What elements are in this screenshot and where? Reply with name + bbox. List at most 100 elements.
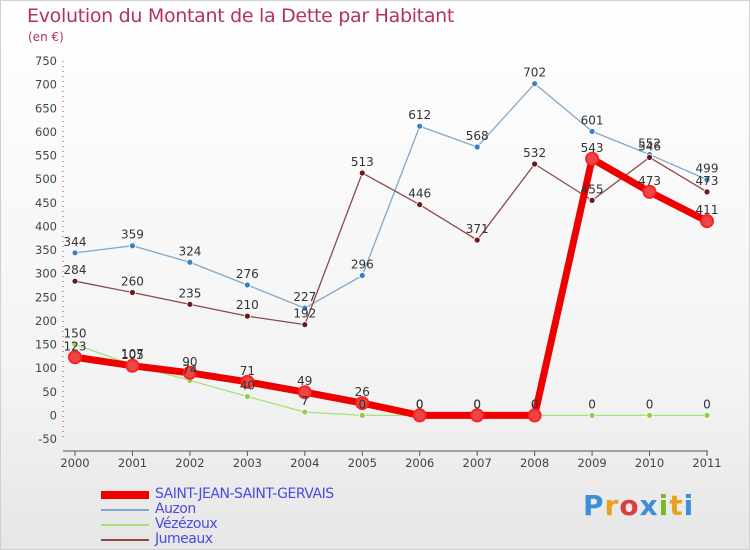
- data-point: [416, 122, 424, 130]
- data-label: 601: [581, 113, 604, 127]
- data-point: [129, 242, 136, 250]
- legend-label: Auzon: [155, 501, 196, 517]
- legend-label: Jumeaux: [155, 531, 213, 547]
- legend-swatch: [101, 508, 149, 511]
- data-label: 543: [581, 141, 604, 155]
- data-point: [473, 236, 481, 244]
- data-label: 344: [64, 235, 87, 249]
- data-point: [182, 365, 197, 380]
- data-point: [186, 258, 194, 266]
- data-label: 0: [646, 397, 654, 411]
- logo-letter: o: [619, 489, 640, 522]
- data-point: [588, 411, 596, 419]
- logo-letter: x: [639, 489, 659, 522]
- x-tick-label: 2006: [405, 456, 434, 470]
- data-point: [71, 249, 79, 257]
- y-tick-label: 200: [35, 314, 57, 328]
- data-point: [358, 411, 366, 419]
- data-point: [527, 408, 542, 423]
- logo-letter: P: [583, 489, 605, 522]
- data-point: [646, 411, 653, 419]
- data-label: 612: [408, 108, 431, 122]
- x-tick-label: 2000: [60, 456, 89, 470]
- data-label: 0: [531, 397, 539, 411]
- data-label: 260: [121, 275, 144, 289]
- chart-title: Evolution du Montant de la Dette par Hab…: [27, 5, 455, 27]
- data-label: 0: [531, 397, 539, 411]
- data-label: 324: [178, 244, 201, 258]
- y-tick-label: 0: [50, 408, 57, 422]
- series-line-2: [74, 343, 708, 417]
- data-label: 235: [178, 286, 201, 300]
- data-label: 40: [240, 378, 255, 392]
- data-label: 0: [473, 397, 481, 411]
- data-label: 0: [703, 397, 711, 411]
- data-label: 455: [581, 182, 604, 196]
- y-tick-label: 100: [35, 361, 57, 375]
- legend-label: Vézézoux: [155, 516, 218, 532]
- legend: SAINT-JEAN-SAINT-GERVAIS Auzon Vézézoux Jum…: [101, 486, 401, 547]
- data-point: [412, 408, 427, 423]
- data-point: [531, 80, 539, 88]
- data-label: 49: [297, 374, 312, 388]
- data-label: 276: [236, 267, 259, 281]
- data-label: 532: [523, 146, 546, 160]
- data-label: 499: [696, 162, 719, 176]
- data-point: [703, 176, 711, 183]
- data-label: 210: [236, 298, 259, 312]
- series-line-0: [71, 155, 711, 419]
- data-point: [355, 396, 370, 411]
- data-point: [531, 160, 539, 168]
- x-tick-label: 2007: [463, 456, 492, 470]
- data-label: 284: [64, 263, 87, 277]
- data-point: [301, 408, 309, 416]
- data-label: 411: [696, 203, 719, 217]
- data-label: 546: [638, 139, 661, 153]
- data-point: [71, 341, 79, 348]
- axes: -500501001502002503003504004505005506006…: [35, 54, 722, 470]
- data-label: 0: [588, 397, 596, 411]
- data-point: [68, 350, 82, 365]
- legend-swatch: [101, 538, 149, 541]
- data-point: [240, 374, 255, 389]
- proxiti-logo: Proxiti: [583, 489, 694, 522]
- data-point: [358, 169, 366, 177]
- legend-label: SAINT-JEAN-SAINT-GERVAIS: [155, 486, 334, 502]
- data-label: 7: [301, 394, 309, 408]
- data-label: 473: [696, 174, 719, 188]
- series-group: [68, 80, 714, 423]
- data-point: [588, 196, 596, 204]
- logo-letter: i: [683, 489, 695, 522]
- data-label: 0: [358, 397, 366, 411]
- legend-swatch: [101, 490, 149, 499]
- data-label: 359: [121, 228, 144, 242]
- logo-letter: t: [669, 489, 684, 522]
- data-point: [703, 411, 711, 419]
- data-label: 74: [182, 362, 197, 376]
- data-label: 568: [466, 129, 489, 143]
- data-point: [243, 393, 251, 400]
- data-label: 446: [408, 187, 431, 201]
- data-label: 26: [355, 385, 370, 399]
- legend-item: Auzon: [101, 501, 401, 517]
- data-label: 296: [351, 258, 374, 272]
- data-label: 90: [182, 355, 197, 369]
- y-tick-label: 350: [35, 243, 57, 257]
- data-point: [700, 214, 714, 229]
- data-point: [301, 321, 309, 329]
- data-point: [358, 272, 366, 279]
- y-tick-label: 450: [35, 196, 57, 210]
- data-label: 107: [121, 347, 144, 361]
- data-point: [470, 408, 485, 423]
- y-tick-label: 300: [35, 267, 57, 281]
- data-label: 105: [121, 348, 144, 362]
- data-label: 702: [523, 66, 546, 80]
- data-point: [588, 128, 596, 135]
- x-tick-label: 2009: [577, 456, 606, 470]
- data-point: [243, 281, 251, 289]
- data-label: 192: [293, 307, 316, 321]
- data-point: [646, 153, 653, 161]
- y-tick-label: -50: [38, 432, 57, 446]
